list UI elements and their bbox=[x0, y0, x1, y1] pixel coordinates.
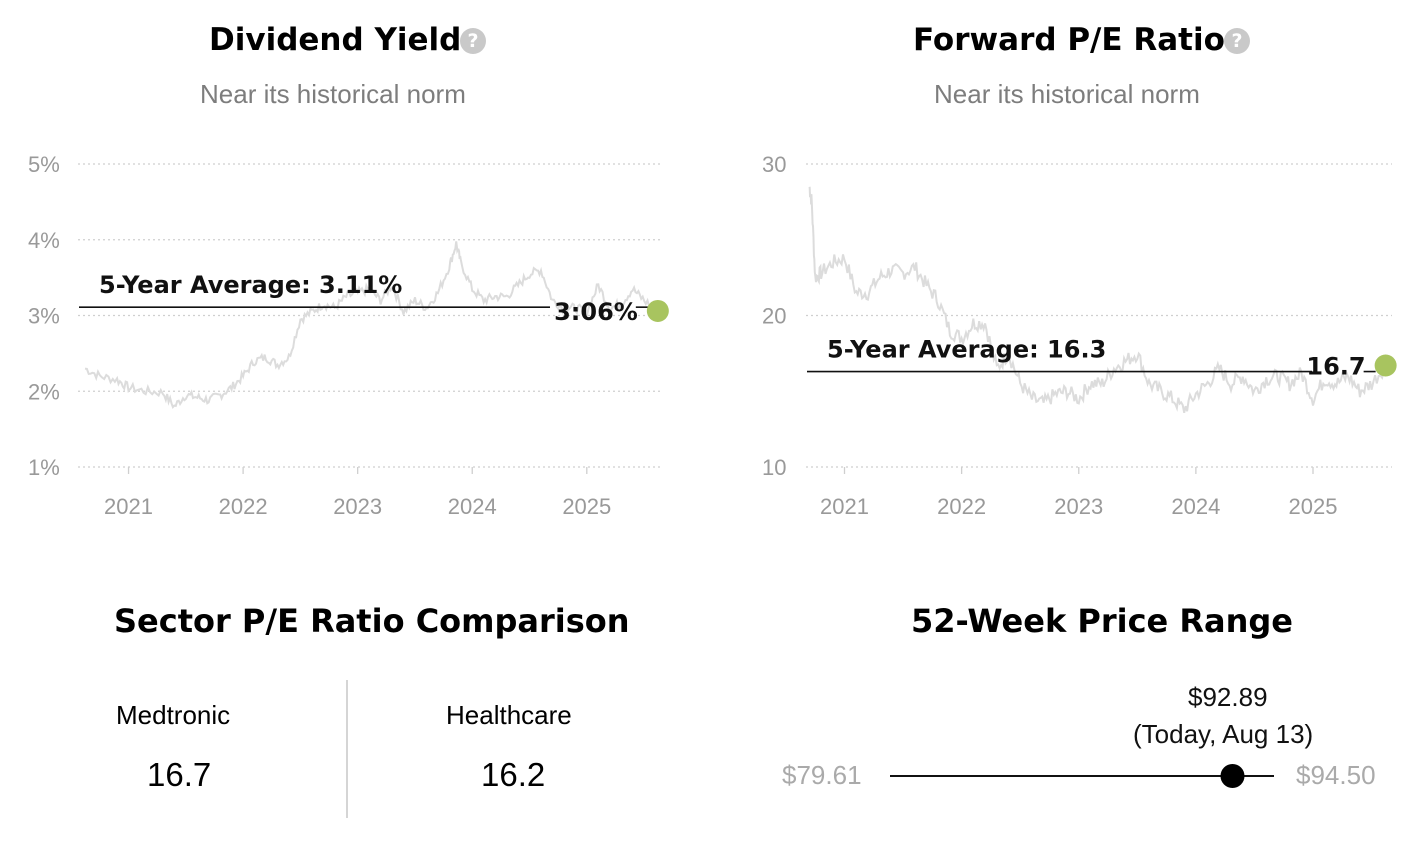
sector-item-value: 16.7 bbox=[147, 756, 212, 793]
price-range-title: 52-Week Price Range bbox=[911, 602, 1293, 640]
price-range-current-note: (Today, Aug 13) bbox=[1133, 719, 1314, 749]
sector-divider bbox=[346, 680, 348, 818]
price-range-high-label: $94.50 bbox=[1296, 760, 1376, 790]
x-tick-label: 2022 bbox=[937, 494, 986, 519]
dividend-yield-title: Dividend Yield bbox=[209, 22, 462, 58]
forward-pe-average-label: 5-Year Average: 16.3 bbox=[827, 336, 1106, 364]
dividend-yield-subtitle: Near its historical norm bbox=[200, 79, 466, 109]
price-range-low-label: $79.61 bbox=[782, 760, 862, 790]
y-tick-label: 5% bbox=[28, 152, 60, 177]
sector-item-name: Medtronic bbox=[116, 700, 231, 730]
dividend-average-label: 5-Year Average: 3.11% bbox=[99, 271, 402, 299]
x-tick-label: 2023 bbox=[333, 494, 382, 519]
x-tick-label: 2025 bbox=[562, 494, 611, 519]
y-tick-label: 3% bbox=[28, 304, 60, 329]
sector-item-value: 16.2 bbox=[481, 756, 546, 793]
forward-pe-current-label: 16.7 bbox=[1306, 352, 1365, 380]
price-range-current-marker bbox=[1220, 764, 1245, 788]
x-tick-label: 2024 bbox=[1171, 494, 1220, 519]
forward-pe-series-line bbox=[808, 186, 1387, 414]
x-tick-label: 2025 bbox=[1289, 494, 1338, 519]
x-tick-label: 2021 bbox=[820, 494, 869, 519]
y-tick-label: 10 bbox=[762, 455, 786, 480]
forward-pe-title: Forward P/E Ratio bbox=[913, 22, 1225, 58]
sector-comparison-title: Sector P/E Ratio Comparison bbox=[114, 602, 630, 640]
forward-pe-subtitle: Near its historical norm bbox=[934, 79, 1200, 109]
y-tick-label: 20 bbox=[762, 304, 786, 329]
question-circle-icon[interactable]: ? bbox=[1224, 28, 1250, 54]
question-circle-icon[interactable]: ? bbox=[460, 28, 486, 54]
y-tick-label: 30 bbox=[762, 152, 786, 177]
x-tick-label: 2024 bbox=[448, 494, 497, 519]
dividend-current-label: 3:06% bbox=[554, 298, 638, 326]
sector-item-name: Healthcare bbox=[446, 700, 572, 730]
y-tick-label: 1% bbox=[28, 455, 60, 480]
dividend-yield-series-line bbox=[84, 241, 659, 409]
x-tick-label: 2021 bbox=[104, 494, 153, 519]
price-range-current-price: $92.89 bbox=[1188, 682, 1268, 712]
y-tick-label: 4% bbox=[28, 228, 60, 253]
x-tick-label: 2022 bbox=[219, 494, 268, 519]
x-tick-label: 2023 bbox=[1054, 494, 1103, 519]
y-tick-label: 2% bbox=[28, 379, 60, 404]
dividend-current-dot bbox=[646, 299, 669, 322]
forward-pe-current-dot bbox=[1374, 354, 1397, 377]
